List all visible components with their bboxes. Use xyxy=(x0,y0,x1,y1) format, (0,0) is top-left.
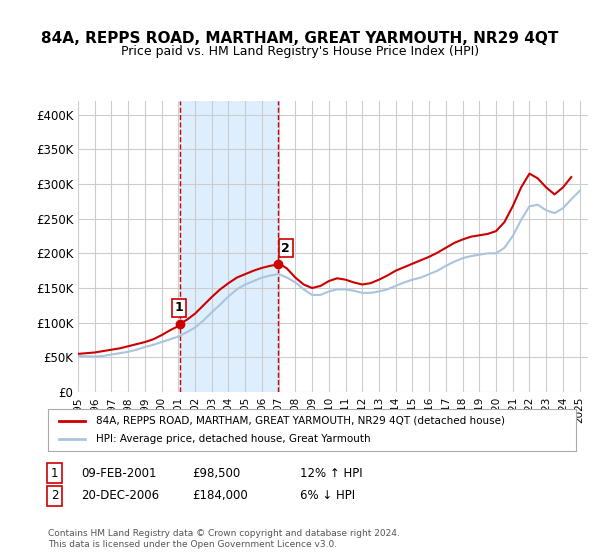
Text: Price paid vs. HM Land Registry's House Price Index (HPI): Price paid vs. HM Land Registry's House … xyxy=(121,45,479,58)
Text: 20-DEC-2006: 20-DEC-2006 xyxy=(81,489,159,502)
Text: HPI: Average price, detached house, Great Yarmouth: HPI: Average price, detached house, Grea… xyxy=(95,434,370,444)
Text: 12% ↑ HPI: 12% ↑ HPI xyxy=(300,466,362,480)
Text: 1: 1 xyxy=(51,466,59,480)
Text: Contains HM Land Registry data © Crown copyright and database right 2024.
This d: Contains HM Land Registry data © Crown c… xyxy=(48,529,400,549)
Text: 6% ↓ HPI: 6% ↓ HPI xyxy=(300,489,355,502)
Text: 1: 1 xyxy=(175,301,184,314)
Text: 84A, REPPS ROAD, MARTHAM, GREAT YARMOUTH, NR29 4QT (detached house): 84A, REPPS ROAD, MARTHAM, GREAT YARMOUTH… xyxy=(95,416,505,426)
Text: £184,000: £184,000 xyxy=(192,489,248,502)
Text: £98,500: £98,500 xyxy=(192,466,240,480)
Text: 2: 2 xyxy=(51,489,59,502)
Bar xyxy=(180,101,278,392)
Text: 2: 2 xyxy=(281,242,290,255)
Text: 09-FEB-2001: 09-FEB-2001 xyxy=(81,466,157,480)
Text: 84A, REPPS ROAD, MARTHAM, GREAT YARMOUTH, NR29 4QT: 84A, REPPS ROAD, MARTHAM, GREAT YARMOUTH… xyxy=(41,31,559,46)
